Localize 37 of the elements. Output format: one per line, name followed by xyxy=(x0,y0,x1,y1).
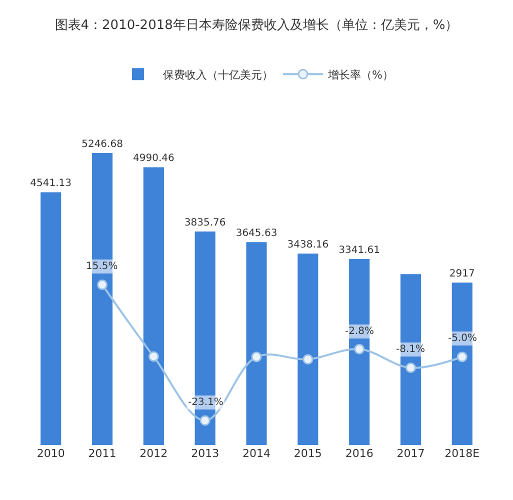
x-tick-label: 2017 xyxy=(396,447,425,460)
x-tick-label: 2011 xyxy=(88,447,116,460)
point xyxy=(148,351,159,362)
legend-label: 增长率（%） xyxy=(327,68,394,82)
bar xyxy=(143,167,164,445)
point xyxy=(97,280,108,290)
data-label: 3835.76 xyxy=(184,218,226,228)
data-label: 2917 xyxy=(449,268,475,280)
point xyxy=(200,415,210,426)
point xyxy=(354,344,365,354)
point xyxy=(302,354,314,365)
x-tick-label: 2015 xyxy=(294,447,322,460)
data-label: 3341.61 xyxy=(338,245,380,256)
chart-title: 图表4：2010-2018年日本寿险保费收入及增长（单位：亿美元，%） xyxy=(54,17,458,34)
data-label: -2.8% xyxy=(345,326,374,337)
bar xyxy=(40,192,62,445)
bar xyxy=(298,254,318,445)
data-label: 3645.63 xyxy=(236,228,278,240)
bar xyxy=(246,242,267,445)
data-label: 3438.16 xyxy=(287,240,329,251)
point xyxy=(251,352,262,362)
data-label: 15.5% xyxy=(86,261,118,272)
data-label: -23.1% xyxy=(188,397,224,408)
data-label: 4990.46 xyxy=(132,153,174,164)
data-label: -5.0% xyxy=(448,333,478,344)
x-tick-label: 2018E xyxy=(444,447,480,460)
legend-label: 保费收入（十亿美元） xyxy=(163,68,273,82)
x-tick-label: 2014 xyxy=(242,447,270,460)
point xyxy=(456,352,468,362)
x-tick-label: 2010 xyxy=(36,447,65,460)
x-tick-label: 2012 xyxy=(140,447,168,460)
x-tick-label: 2016 xyxy=(345,447,374,460)
data-label: 5246.68 xyxy=(82,138,123,150)
point xyxy=(405,362,416,374)
x-tick-label: 2013 xyxy=(191,447,220,460)
data-label: -8.1% xyxy=(396,344,426,355)
data-label: 4541.13 xyxy=(30,178,72,190)
